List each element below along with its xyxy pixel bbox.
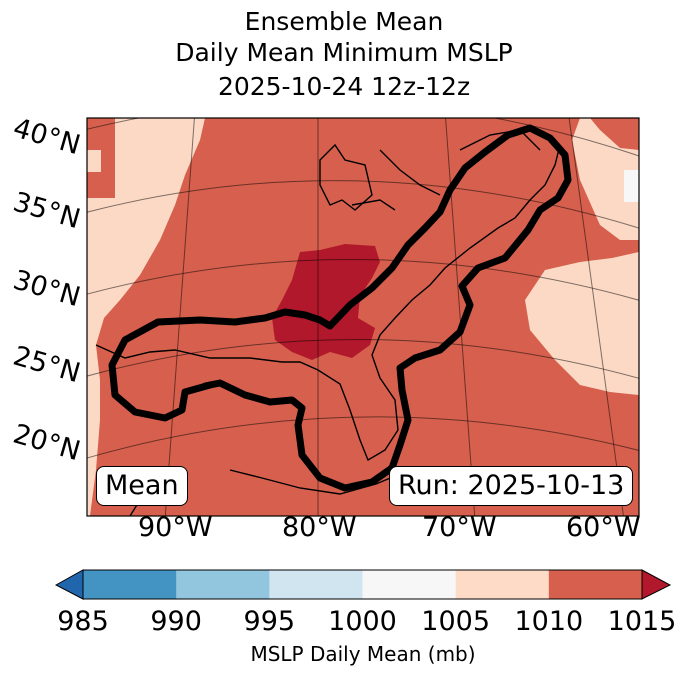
colorbar-tick-label: 1010	[514, 606, 584, 637]
title-line-3: 2025-10-24 12z-12z	[217, 72, 471, 101]
colorbar-tick-label: 1005	[421, 606, 491, 637]
colorbar-tick-label: 990	[150, 606, 202, 637]
colorbar-extend-high	[641, 569, 672, 600]
colorbar-tick-label: 985	[57, 606, 109, 637]
colorbar-segment	[269, 570, 363, 599]
field-low	[272, 244, 380, 360]
colorbar	[54, 569, 672, 600]
title-line-2: Daily Mean Minimum MSLP	[175, 38, 513, 67]
lon-label-70w: 70°W	[422, 512, 497, 543]
pressure-map	[86, 117, 640, 517]
colorbar-tick-label: 995	[243, 606, 296, 637]
contour-outline	[108, 124, 572, 492]
colorbar-segment	[83, 570, 177, 599]
colorbar-tick-label: 1000	[328, 606, 397, 637]
colorbar-label: MSLP Daily Mean (mb)	[250, 642, 476, 666]
lon-label-80w: 80°W	[282, 512, 357, 543]
colorbar-tick-label: 1015	[607, 606, 677, 637]
lon-label-60w: 60°W	[566, 512, 641, 543]
run-badge: Run: 2025-10-13	[389, 466, 634, 506]
colorbar-extend-low	[54, 569, 84, 600]
colorbar-segment	[455, 570, 550, 599]
field-1010	[90, 118, 639, 516]
colorbar-segment	[548, 570, 643, 599]
lon-label-90w: 90°W	[138, 512, 213, 543]
colorbar-segment	[176, 570, 270, 599]
mean-badge: Mean	[96, 466, 188, 506]
title-line-1: Ensemble Mean	[244, 7, 444, 36]
colorbar-segment	[362, 570, 457, 599]
